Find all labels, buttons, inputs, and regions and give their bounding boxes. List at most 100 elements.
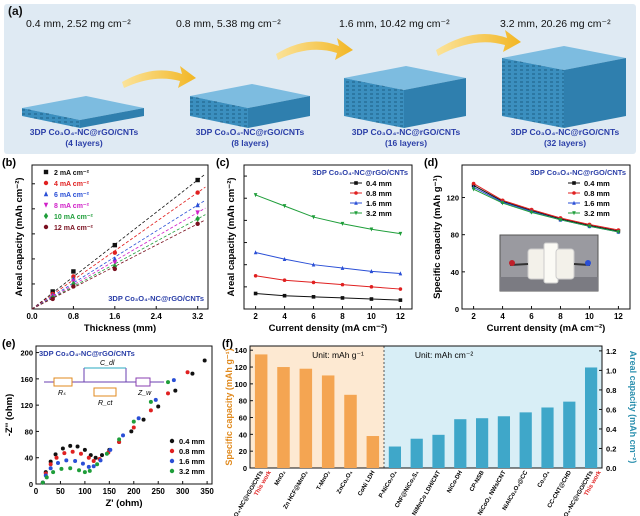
legend-marker [169,448,175,454]
condition-label-3: 1.6 mm, 10.42 mg cm⁻² [339,18,450,30]
legend-marker [169,438,175,444]
data-point [195,177,200,183]
data-point [78,451,83,456]
chart-f-comparison: (f) 0 20 40 60 80 100 120 140 0.0 0.2 0.4 0.6 0.8 1.0 1… [222,338,638,516]
data-point [86,464,91,469]
data-point [50,296,55,302]
data-point [587,224,592,229]
y-tick-label: 200 [20,349,33,358]
data-point [68,466,73,471]
data-point [311,215,316,220]
y-tick-label: 60 [239,414,247,423]
y-tick-label: 120 [20,401,33,410]
data-point [340,296,345,300]
left-region [250,346,384,468]
bar [254,354,268,468]
y-tick-label: 0.4 [606,425,617,434]
bar-label: NiAlCo₂O₄@CC [502,469,530,511]
y-axis-label-right: Areal capacity (mAh cm⁻²) [628,351,638,464]
y-tick-label: 80 [239,397,247,406]
data-point [112,242,118,248]
legend-label: 10 mA cm⁻² [54,214,94,221]
data-point [398,298,403,302]
data-point [369,227,374,232]
data-point [185,370,190,375]
x-tick-label: 50 [56,487,65,496]
plot-frame [243,164,413,310]
circuit-label-rs: Rₛ [58,390,66,397]
chart-c-areal-capacity: (c) 2 4 6 8 10 12 Current density (mA cm⁻²) Area… [216,157,413,334]
clip-blue [585,260,591,266]
y-axis-label: Areal capacity (mAh cm⁻²) [226,177,237,296]
circuit-label-rct: R_ct [98,400,113,407]
data-point [471,181,476,186]
legend-marker [572,191,576,195]
data-point [141,417,146,422]
y-tick-label: 0.2 [606,444,616,453]
plot-frame [31,164,209,310]
data-point [60,446,65,451]
sample-name: 3DP Co₃O₄-NC@rGO/CNTs [29,127,139,137]
data-point [44,475,49,480]
circuit-label-cdl: C_dl [100,360,115,367]
legend-label: 3.2 mm [584,209,610,218]
data-point [282,278,287,282]
data-point [54,455,59,460]
bar [366,436,380,468]
legend-marker [43,180,49,186]
y-tick-label: 1.2 [606,347,616,356]
data-point [253,273,258,278]
data-point [80,461,85,466]
fit-line [31,207,206,310]
panel-b-letter: (b) [2,157,16,169]
x-tick-label: 200 [127,487,141,496]
data-point [190,371,195,376]
chart-annotation: 3DP Co₃O₄-NC@rGO/CNTs [39,349,135,358]
legend-label: 0.4 mm [179,437,205,446]
arrow-3 [436,30,521,56]
series-line [473,188,619,233]
device-part-right [555,248,575,280]
data-point [48,466,53,471]
bar-label: CP-NSB [469,469,486,492]
sample-name: 3DP Co₃O₄-NC@rGO/CNTs [351,127,461,137]
plot-frame [461,164,631,310]
fit-line [31,214,206,310]
data-point [59,466,64,471]
data-point [340,221,345,227]
data-point [112,266,118,272]
data-point [166,391,170,396]
x-tick-label: 10 [585,312,594,321]
data-point [369,269,374,274]
x-tick-label: 250 [152,487,166,496]
x-tick-label: 150 [103,487,117,496]
data-point [62,451,67,456]
bar [344,394,357,468]
legend-marker [43,169,49,175]
legend-marker [43,212,49,220]
lattice-stack-8-layers [190,84,310,128]
data-point [131,419,136,424]
lattice-stack-32-layers [502,46,626,128]
condition-label-1: 0.4 mm, 2.52 mg cm⁻² [26,18,131,30]
data-point [121,433,126,438]
data-point [340,265,345,270]
data-point [195,190,200,195]
legend-label: 1.6 mm [366,199,392,208]
data-point [369,297,374,301]
data-point [202,358,207,363]
series-line [255,275,401,290]
stack-label-2: 3DP Co₃O₄-NC@rGO/CNTs (8 layers) [175,127,325,149]
data-point [112,263,118,270]
data-point [282,204,287,209]
legend-marker [169,458,175,464]
data-point [53,452,58,457]
y-tick-label: 80 [25,427,33,436]
bar-label: MnO₂ [274,470,287,487]
data-point [253,291,258,296]
data-point [253,250,258,255]
legend-marker [43,191,49,197]
stack-label-3: 3DP Co₃O₄-NC@rGO/CNTs (16 layers) [331,127,481,149]
legend-marker [572,181,576,185]
arrow-1 [122,66,196,88]
